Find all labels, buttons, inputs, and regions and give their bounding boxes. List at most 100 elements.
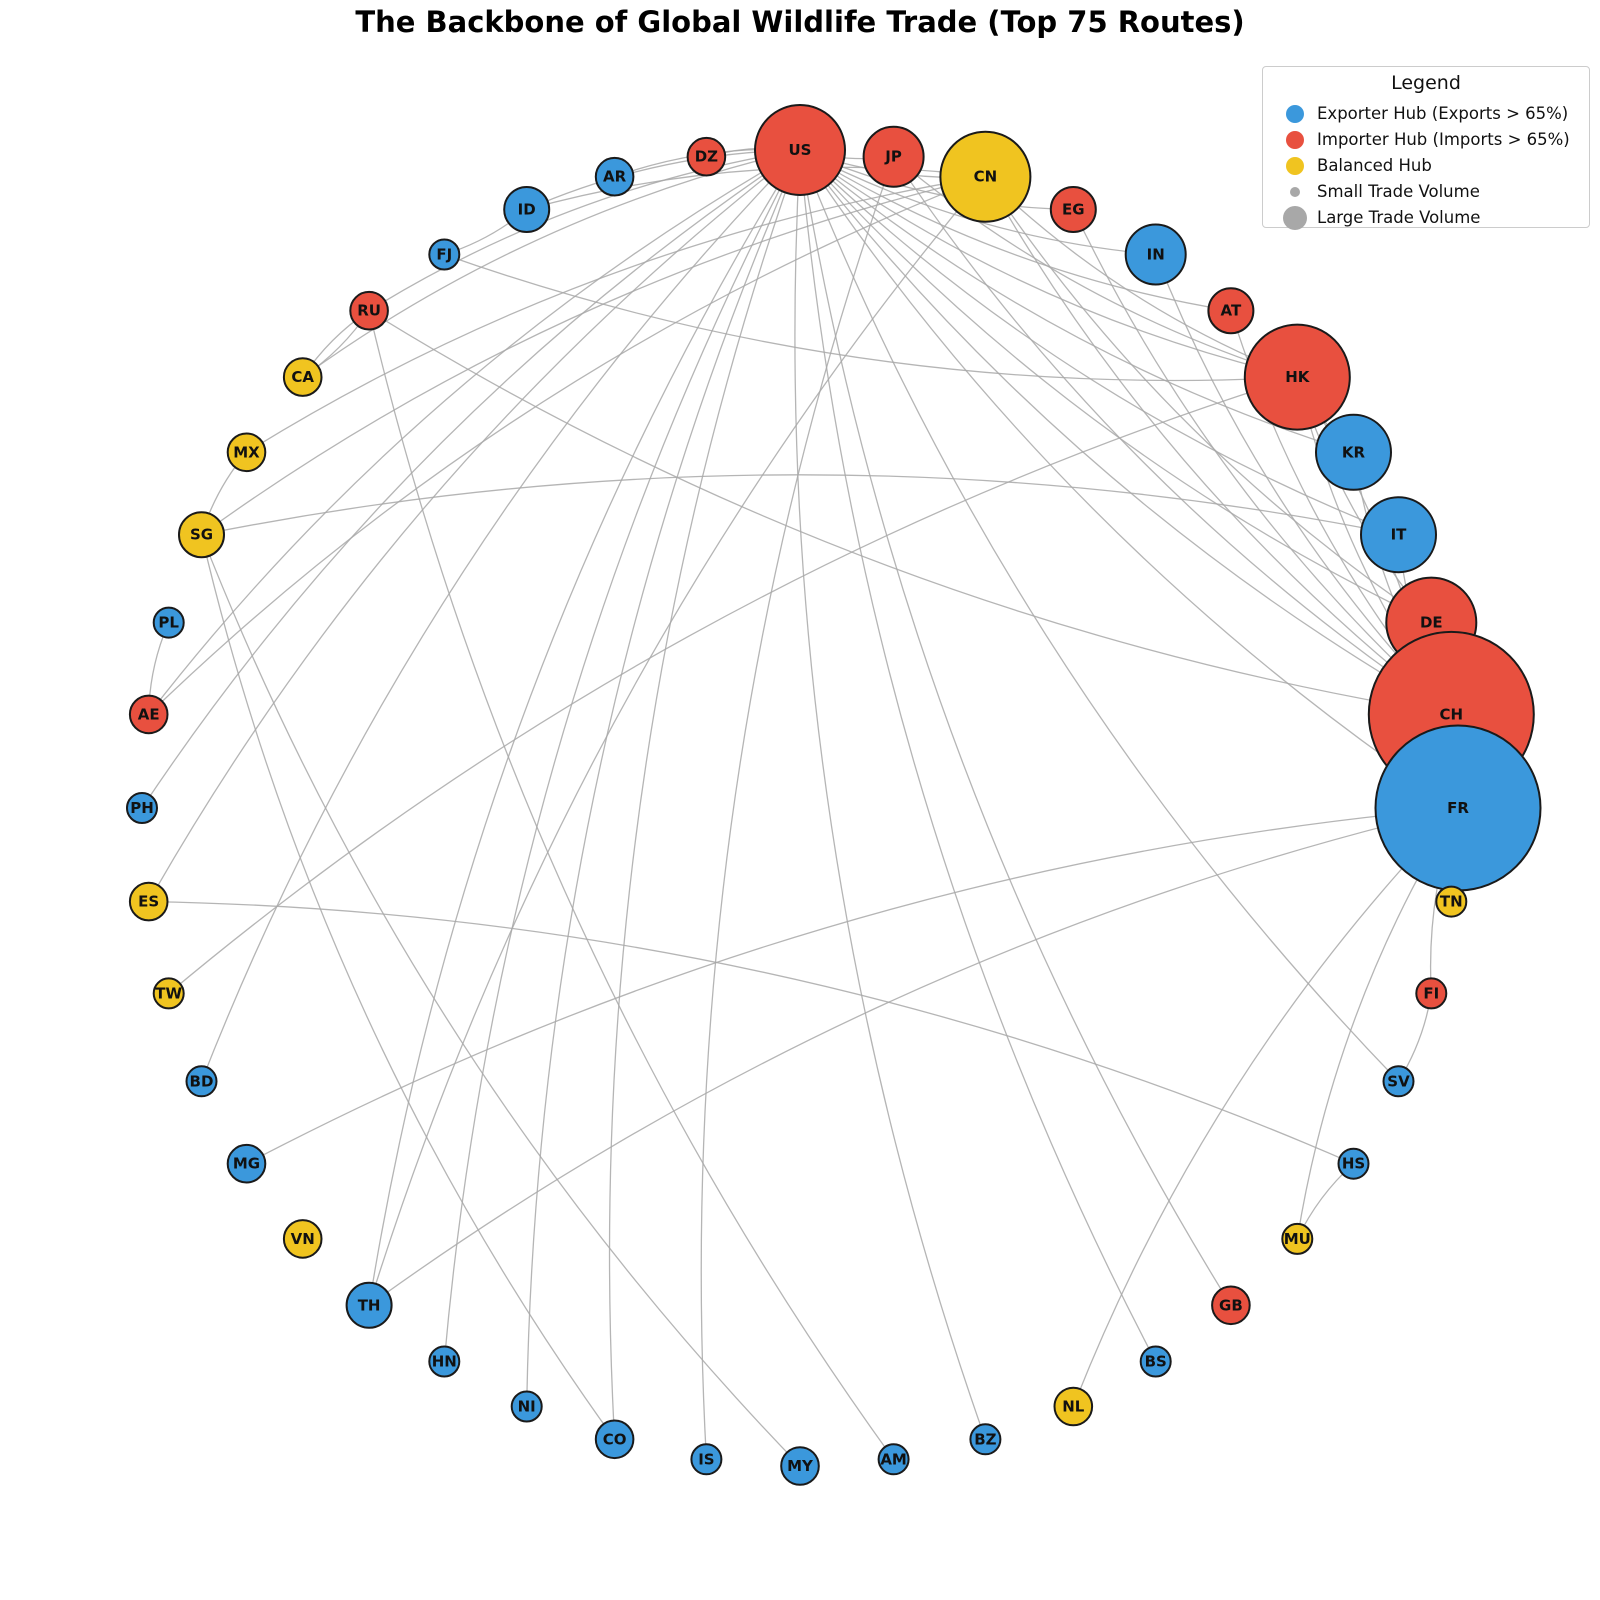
node-label: RU (357, 302, 381, 320)
trade-route-us-fr (799, 149, 1459, 809)
trade-route-sg-my (200, 534, 801, 1467)
node-circle (690, 1443, 723, 1476)
trade-route-it-sg (201, 474, 1399, 536)
node-circle (128, 881, 169, 922)
legend-label: Importer Hub (Imports > 65%) (1317, 130, 1570, 149)
trade-route-cn-de (984, 176, 1432, 624)
trade-route-jp-is (700, 156, 895, 1460)
trade-route-us-es (148, 149, 801, 902)
trade-route-us-hk (799, 149, 1298, 378)
node-label: CN (974, 168, 998, 186)
trade-route-us-ch (799, 149, 1452, 715)
country-node-fi: FI (1415, 977, 1448, 1010)
legend-marker-small (1290, 187, 1300, 197)
node-label: AR (603, 168, 627, 186)
node-label: NI (518, 1398, 536, 1416)
node-label: CO (603, 1430, 627, 1448)
node-label: AE (138, 705, 160, 723)
legend-label: Large Trade Volume (1317, 208, 1481, 227)
node-label: BS (1145, 1353, 1167, 1371)
node-label: MU (1284, 1230, 1311, 1248)
country-node-jp: JP (862, 125, 925, 188)
country-node-hs: HS (1337, 1147, 1370, 1180)
country-node-sv: SV (1382, 1065, 1415, 1098)
node-label: ID (518, 201, 536, 219)
trade-route-hk-tw (168, 376, 1298, 994)
node-circle (185, 1065, 218, 1098)
node-label: SV (1387, 1072, 1410, 1090)
node-circle (780, 1446, 820, 1486)
country-node-tw: TW (152, 977, 185, 1010)
trade-route-us-th (368, 149, 801, 1306)
trade-route-us-at (799, 149, 1232, 312)
country-node-am: AM (877, 1443, 910, 1476)
node-label: KR (1342, 443, 1366, 461)
trade-route-cn-th (368, 176, 986, 1306)
trade-route-eg-ch (1072, 209, 1452, 715)
country-node-mu: MU (1281, 1222, 1314, 1255)
node-circle (1139, 1345, 1172, 1378)
node-circle (594, 156, 635, 197)
country-node-bd: BD (185, 1065, 218, 1098)
legend-marker-large (1283, 206, 1307, 230)
country-node-is: IS (690, 1443, 723, 1476)
country-node-ph: PH (126, 792, 158, 824)
trade-route-hs-es (148, 900, 1354, 1165)
legend-marker-importer (1286, 131, 1304, 149)
country-node-mg: MG (226, 1143, 267, 1184)
node-label: TW (155, 984, 182, 1002)
node-label: GB (1219, 1296, 1243, 1314)
node-label: EG (1062, 201, 1085, 219)
trade-route-cn-sg (201, 176, 986, 536)
country-node-ar: AR (594, 156, 635, 197)
trade-route-us-kr (799, 149, 1354, 453)
legend-item-small-volume: Small Trade Volume (1263, 179, 1589, 205)
node-circle (128, 694, 169, 735)
node-label: VN (291, 1230, 315, 1248)
country-node-ae: AE (128, 694, 169, 735)
country-node-pl: PL (152, 606, 185, 639)
trade-route-sg-co (200, 534, 616, 1440)
country-node-co: CO (594, 1419, 635, 1460)
trade-route-ru-am (368, 310, 895, 1460)
node-circle (1337, 1147, 1370, 1180)
node-label: BZ (974, 1430, 996, 1448)
node-label: CA (291, 368, 314, 386)
country-node-hn: HN (428, 1345, 461, 1378)
legend-title: Legend (1391, 72, 1461, 94)
node-circle (1435, 885, 1468, 918)
country-node-sg: SG (178, 511, 225, 559)
node-label: AM (880, 1450, 907, 1468)
legend-item-balanced: Balanced Hub (1263, 153, 1589, 179)
legend-item-importer: Importer Hub (Imports > 65%) (1263, 127, 1589, 153)
country-node-ru: RU (349, 290, 389, 331)
node-circle (1053, 1386, 1094, 1427)
trade-route-fr-mg (246, 807, 1459, 1165)
node-circle (226, 1143, 267, 1184)
legend-marker-balanced (1286, 157, 1304, 175)
node-label: HN (432, 1353, 457, 1371)
node-label: IS (698, 1450, 714, 1468)
country-node-ca: CA (282, 357, 323, 397)
node-circle (428, 1345, 461, 1378)
trade-route-us-bd (200, 149, 801, 1082)
trade-route-fr-nl (1072, 807, 1459, 1407)
node-circle (1415, 977, 1448, 1010)
node-label: US (789, 141, 812, 159)
node-circle (754, 104, 846, 196)
node-label: TH (358, 1296, 381, 1314)
country-node-gb: GB (1211, 1285, 1251, 1326)
node-circle (1360, 496, 1437, 574)
country-node-us: US (754, 104, 846, 196)
country-node-mx: MX (226, 432, 267, 473)
trade-route-us-ph (141, 149, 801, 809)
country-node-kr: KR (1315, 413, 1392, 491)
legend-marker-exporter (1286, 105, 1304, 123)
trade-route-cn-ae (148, 176, 986, 715)
trade-route-us-ni (526, 149, 801, 1407)
node-label: HS (1342, 1155, 1365, 1173)
node-circle (686, 136, 727, 177)
node-label: FI (1423, 984, 1439, 1002)
node-label: MX (233, 443, 260, 461)
